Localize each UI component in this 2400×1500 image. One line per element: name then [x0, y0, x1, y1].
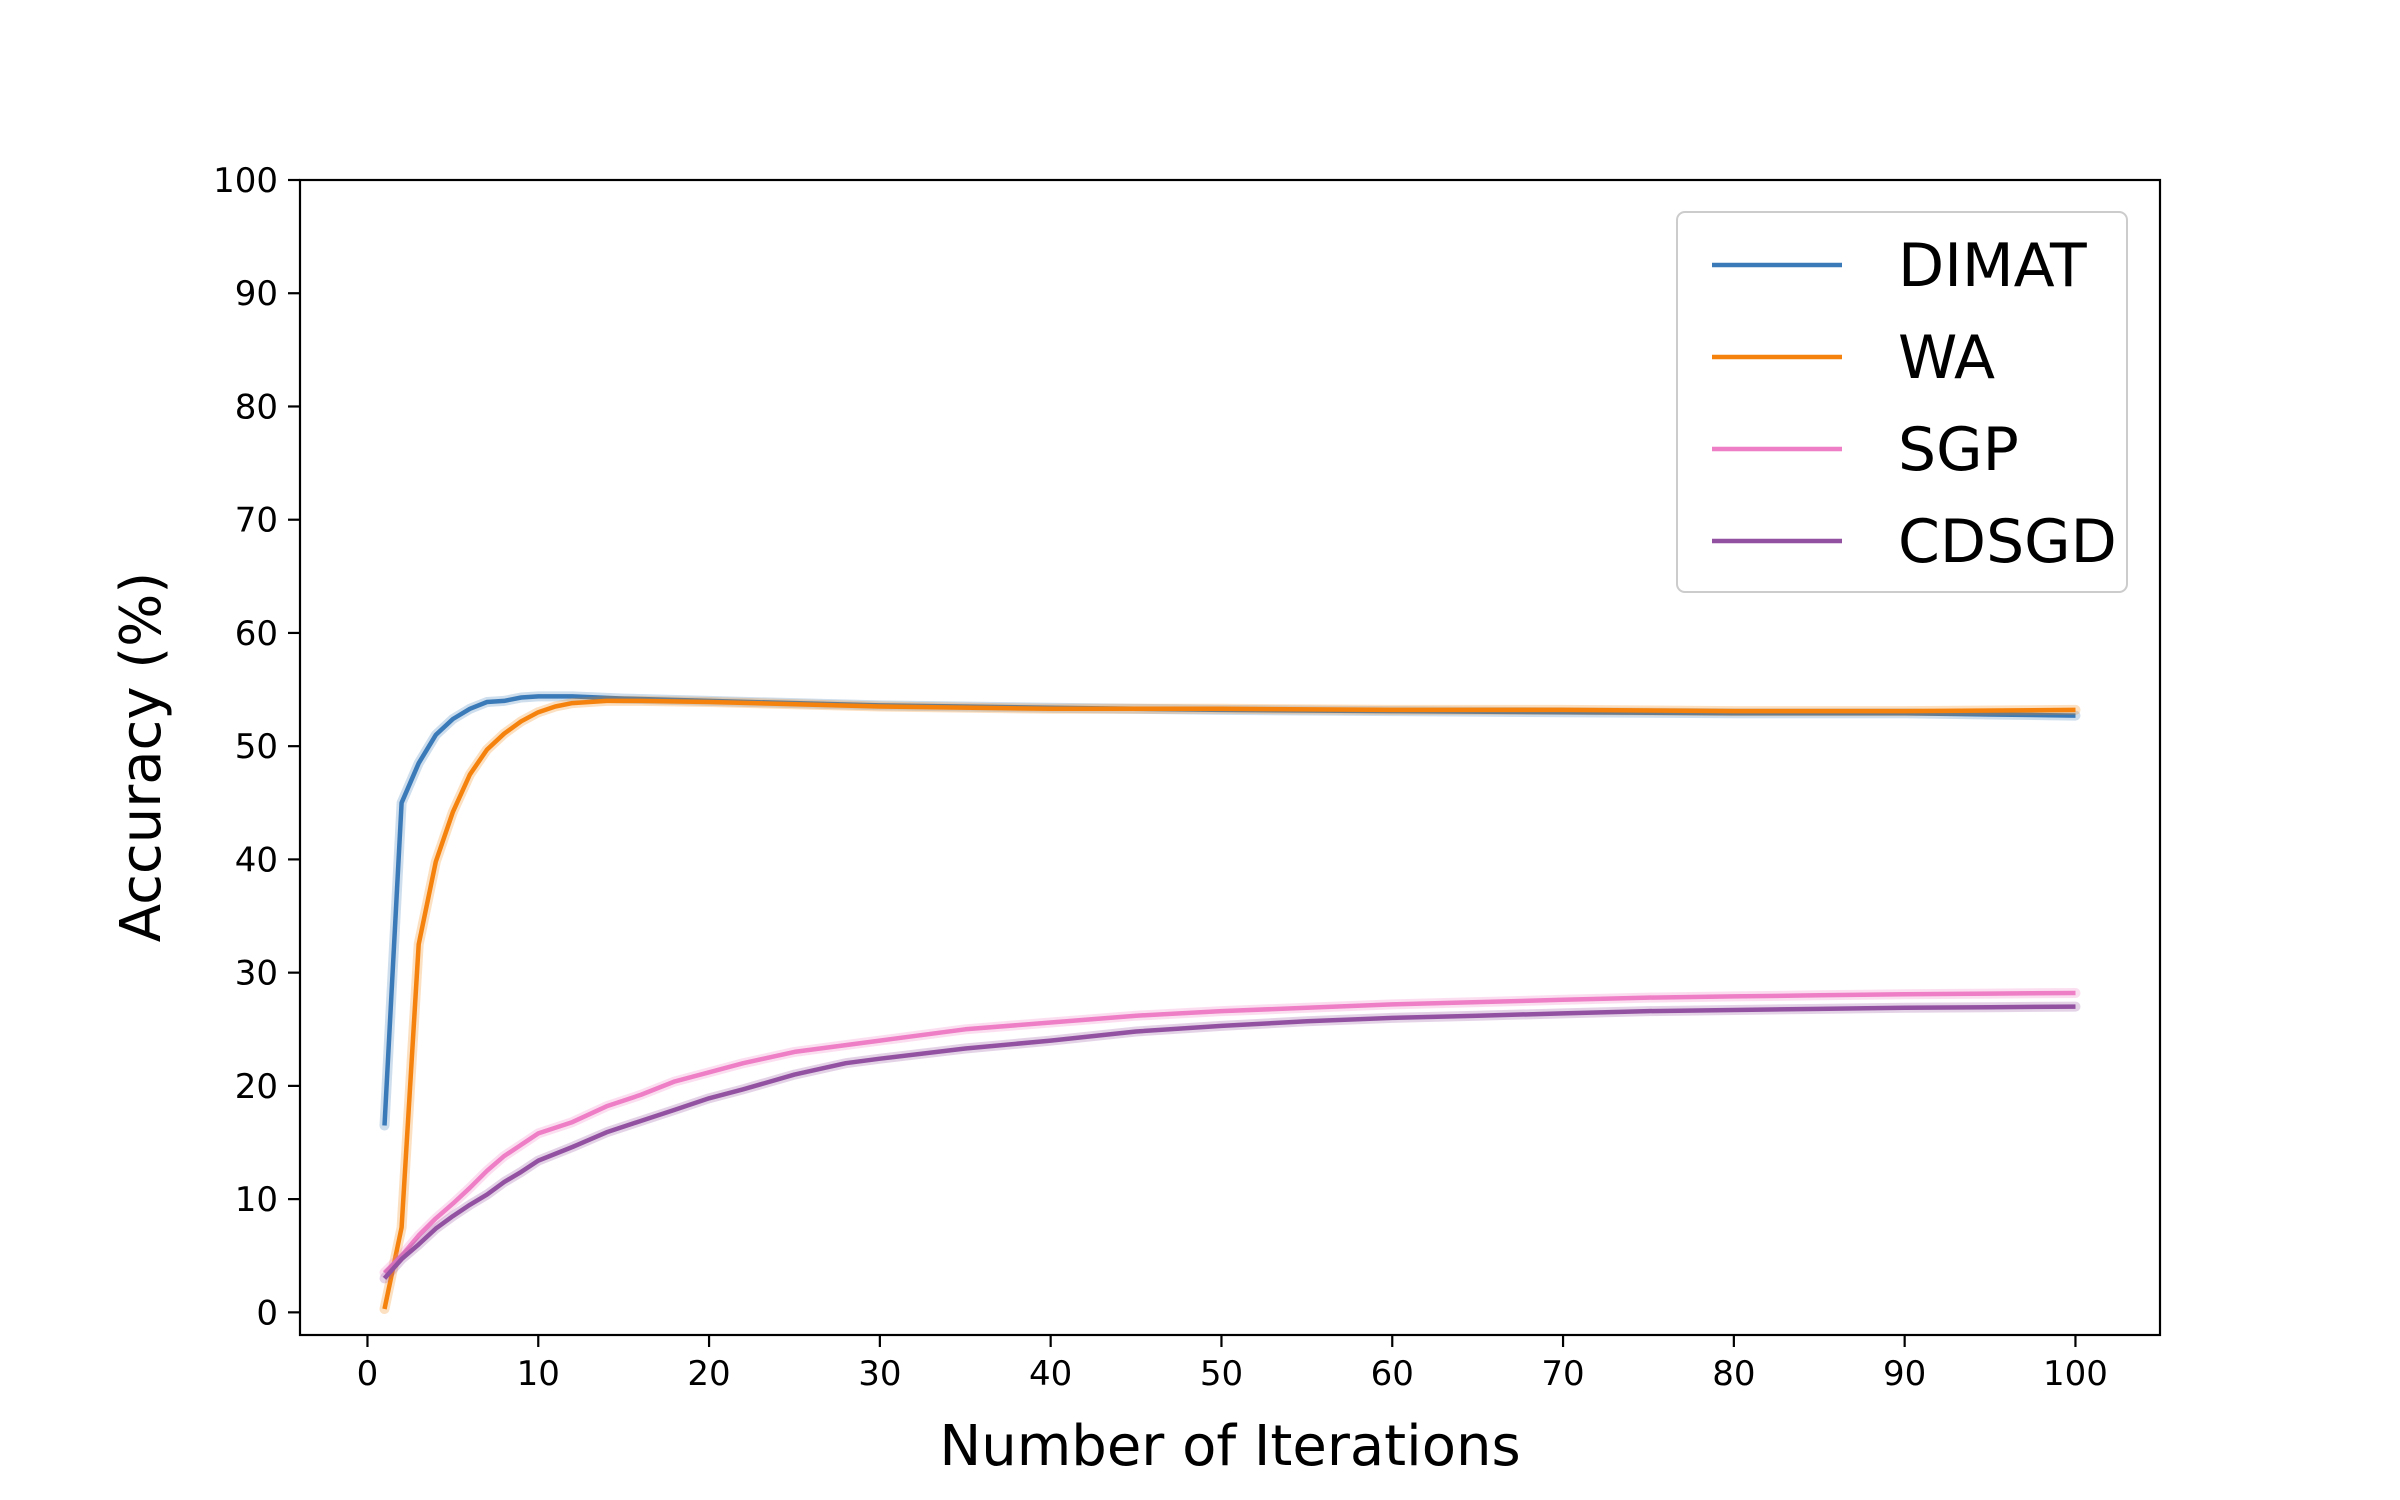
- legend-label-dimat: DIMAT: [1898, 231, 2087, 301]
- y-tick-label: 80: [235, 387, 278, 427]
- x-tick-label: 60: [1371, 1354, 1414, 1394]
- legend: DIMAT WA SGP CDSGD: [1676, 211, 2128, 593]
- y-axis-title: Accuracy (%): [109, 572, 174, 942]
- y-tick-label: 40: [235, 840, 278, 880]
- legend-label-sgp: SGP: [1898, 415, 2019, 485]
- x-axis: 0 10 20 30 40 50 60 70 80 90 100: [357, 1335, 2108, 1394]
- y-tick-label: 90: [235, 274, 278, 314]
- legend-label-cdsgd: CDSGD: [1898, 507, 2117, 577]
- x-tick-label: 100: [2043, 1354, 2108, 1394]
- y-axis: 0 10 20 30 40 50 60 70 80 90 100: [213, 161, 300, 1333]
- x-tick-label: 80: [1712, 1354, 1755, 1394]
- series-line-cdsgd: [382, 1004, 2076, 1280]
- series-layer: [379, 691, 2081, 1314]
- y-tick-label: 70: [235, 501, 278, 541]
- x-tick-label: 30: [858, 1354, 901, 1394]
- y-tick-label: 100: [213, 161, 278, 201]
- y-tick-label: 60: [235, 614, 278, 654]
- x-tick-label: 90: [1883, 1354, 1926, 1394]
- plot-area-frame: [298, 178, 2162, 1337]
- series-line-wa: [382, 698, 2076, 1310]
- y-tick-label: 50: [235, 727, 278, 767]
- legend-label-wa: WA: [1898, 323, 1995, 393]
- legend-entries: DIMAT WA SGP CDSGD: [1712, 231, 2117, 577]
- x-tick-label: 50: [1200, 1354, 1243, 1394]
- y-tick-label: 30: [235, 954, 278, 994]
- y-tick-label: 0: [256, 1293, 278, 1333]
- series-line-sgp: [382, 990, 2076, 1275]
- x-tick-label: 70: [1541, 1354, 1584, 1394]
- x-axis-title: Number of Iterations: [939, 1414, 1520, 1479]
- x-tick-label: 40: [1029, 1354, 1072, 1394]
- x-tick-label: 20: [687, 1354, 730, 1394]
- y-tick-label: 10: [235, 1180, 278, 1220]
- x-tick-label: 0: [357, 1354, 379, 1394]
- legend-box: [1676, 211, 2128, 593]
- x-tick-label: 10: [517, 1354, 560, 1394]
- y-tick-label: 20: [235, 1067, 278, 1107]
